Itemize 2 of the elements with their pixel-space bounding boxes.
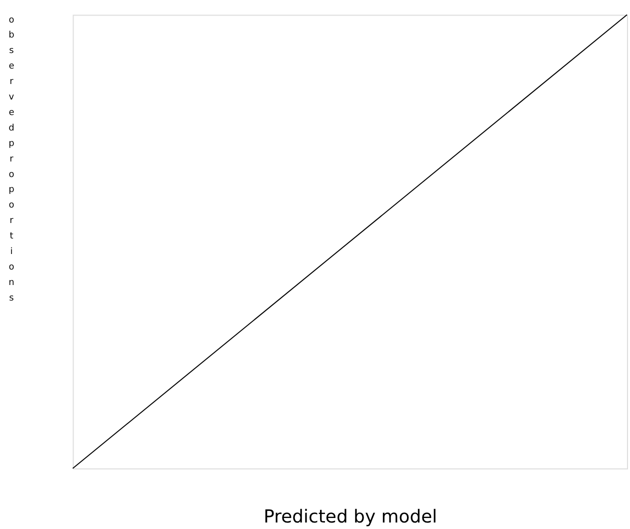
x-axis-title: Predicted by model [264, 506, 438, 528]
text: observed proportions [8, 15, 14, 304]
